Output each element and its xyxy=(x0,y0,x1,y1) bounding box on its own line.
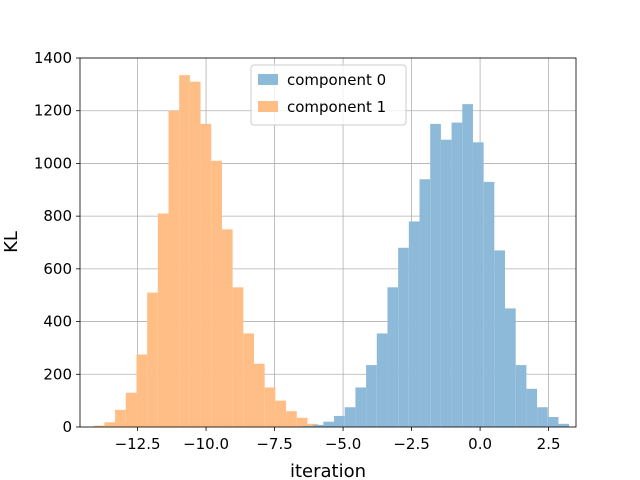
y-tick-label: 400 xyxy=(43,313,72,331)
histogram-bar xyxy=(344,407,356,427)
histogram-bar xyxy=(408,221,420,427)
histogram-bar xyxy=(157,213,169,427)
histogram-bar xyxy=(93,425,105,427)
histogram-bar xyxy=(189,81,201,427)
legend-box xyxy=(250,64,407,126)
histogram-bar xyxy=(547,416,559,427)
legend-label-component-1: component 1 xyxy=(287,98,386,116)
histogram-bar xyxy=(168,110,180,427)
x-axis-label: iteration xyxy=(290,461,366,480)
legend-swatch-component-0 xyxy=(258,74,278,85)
histogram-bar xyxy=(472,142,484,428)
histogram-bar xyxy=(376,333,388,427)
y-tick-label: 200 xyxy=(43,365,72,383)
histogram-bar xyxy=(387,287,399,427)
histogram-bar xyxy=(275,400,287,427)
y-tick-label: 800 xyxy=(43,207,72,225)
histogram-bar xyxy=(483,181,495,427)
histogram-bar xyxy=(494,250,506,427)
x-tick-label: −7.5 xyxy=(256,435,292,453)
histogram-bar xyxy=(147,292,158,427)
series-component-1 xyxy=(93,75,329,428)
histogram-bar xyxy=(462,104,473,427)
histogram-bar xyxy=(558,423,570,427)
histogram-bar xyxy=(334,415,345,427)
x-tick-label: 2.5 xyxy=(537,435,561,453)
histogram-bar xyxy=(286,411,297,427)
histogram-bar xyxy=(221,229,233,427)
series-component-0 xyxy=(301,104,570,428)
histogram-bar xyxy=(440,139,452,427)
histogram-bar xyxy=(296,417,308,427)
x-tick-label: 0.0 xyxy=(468,435,492,453)
histogram-bar xyxy=(125,392,137,427)
x-tick-label: −10.0 xyxy=(183,435,229,453)
histogram-bar xyxy=(179,75,190,427)
histogram-bar xyxy=(355,387,367,427)
y-tick-label: 0 xyxy=(62,418,72,436)
plot-frame xyxy=(79,57,577,428)
histogram-bar xyxy=(200,123,212,428)
histogram-bar xyxy=(312,424,324,427)
legend: component 0 component 1 xyxy=(250,64,407,126)
histogram-bar xyxy=(104,422,116,427)
y-tick-label: 1400 xyxy=(34,49,72,67)
x-tick-label: −12.5 xyxy=(115,435,161,453)
histogram-bar xyxy=(366,365,377,427)
histogram-bar xyxy=(136,354,148,427)
legend-label-component-0: component 0 xyxy=(287,71,386,89)
bars xyxy=(93,75,570,428)
histogram-bar xyxy=(515,365,527,427)
histogram-bar xyxy=(323,421,335,427)
histogram-bar xyxy=(419,179,431,427)
legend-swatch-component-1 xyxy=(258,101,278,112)
histogram-bar xyxy=(115,409,126,427)
histogram-bar xyxy=(430,123,441,428)
histogram-bar xyxy=(526,388,538,427)
histogram-bar xyxy=(451,122,463,427)
histogram-bar xyxy=(243,333,255,427)
histogram-bar xyxy=(254,363,265,427)
x-tick-label: −5.0 xyxy=(325,435,361,453)
histogram-bar xyxy=(232,287,244,427)
y-tick-label: 600 xyxy=(43,260,72,278)
histogram-bar xyxy=(211,160,222,428)
histogram-bar xyxy=(398,247,409,427)
ticks: −12.5 −10.0 −7.5 −5.0 −2.5 0.0 2.5 0 200 400 600 80… xyxy=(34,49,561,453)
y-axis-label: KL xyxy=(1,231,22,253)
histogram-bar xyxy=(537,407,548,427)
histogram-bar xyxy=(264,387,276,427)
x-tick-label: −2.5 xyxy=(393,435,429,453)
y-tick-label: 1200 xyxy=(34,102,72,120)
histogram-bar xyxy=(505,308,516,427)
y-tick-label: 1000 xyxy=(34,154,72,172)
